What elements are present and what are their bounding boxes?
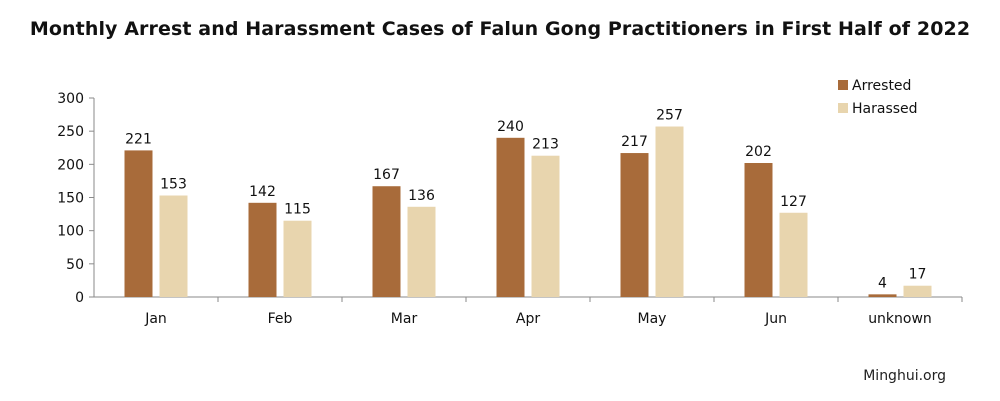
bar-arrested xyxy=(620,153,649,297)
data-label: 221 xyxy=(125,131,152,147)
legend-label-harassed: Harassed xyxy=(852,101,918,117)
bar-harassed xyxy=(655,126,684,297)
bar-arrested xyxy=(496,137,525,297)
legend-swatch-harassed xyxy=(838,103,848,113)
x-tick-label: Feb xyxy=(268,311,293,327)
y-tick-label: 150 xyxy=(57,191,84,207)
data-label: 202 xyxy=(745,144,772,160)
data-label: 257 xyxy=(656,108,683,124)
x-tick-label: May xyxy=(638,311,667,327)
data-label: 142 xyxy=(249,184,276,200)
bar-arrested xyxy=(744,163,773,297)
y-tick-label: 100 xyxy=(57,224,84,240)
data-label: 17 xyxy=(909,267,927,283)
y-tick-label: 200 xyxy=(57,157,84,173)
data-label: 167 xyxy=(373,167,400,183)
bar-harassed xyxy=(283,220,312,297)
bar-arrested xyxy=(248,202,277,297)
bar-harassed xyxy=(903,285,932,297)
data-label: 4 xyxy=(878,275,887,291)
x-tick-label: Apr xyxy=(516,311,540,327)
data-label: 153 xyxy=(160,177,187,193)
bar-harassed xyxy=(779,212,808,297)
data-label: 213 xyxy=(532,137,559,153)
bar-arrested xyxy=(868,294,897,297)
bar-arrested xyxy=(124,150,153,297)
source-credit: Minghui.org xyxy=(863,368,946,384)
chart-title: Monthly Arrest and Harassment Cases of F… xyxy=(29,18,971,40)
data-label: 217 xyxy=(621,134,648,150)
y-tick-label: 0 xyxy=(75,290,84,306)
bar-arrested xyxy=(372,186,401,297)
bar-harassed xyxy=(407,206,436,297)
bar-harassed xyxy=(531,155,560,297)
data-label: 127 xyxy=(780,194,807,210)
y-tick-label: 250 xyxy=(57,124,84,140)
x-tick-label: Jan xyxy=(144,311,167,327)
bar-harassed xyxy=(159,195,188,297)
data-label: 115 xyxy=(284,202,311,218)
y-tick-label: 50 xyxy=(66,257,84,273)
x-tick-label: Jun xyxy=(764,311,787,327)
data-label: 136 xyxy=(408,188,435,204)
y-tick-label: 300 xyxy=(57,91,84,107)
data-label: 240 xyxy=(497,119,524,135)
x-tick-label: unknown xyxy=(868,311,932,327)
x-tick-label: Mar xyxy=(391,311,418,327)
legend-swatch-arrested xyxy=(838,80,848,90)
legend-label-arrested: Arrested xyxy=(852,78,911,94)
